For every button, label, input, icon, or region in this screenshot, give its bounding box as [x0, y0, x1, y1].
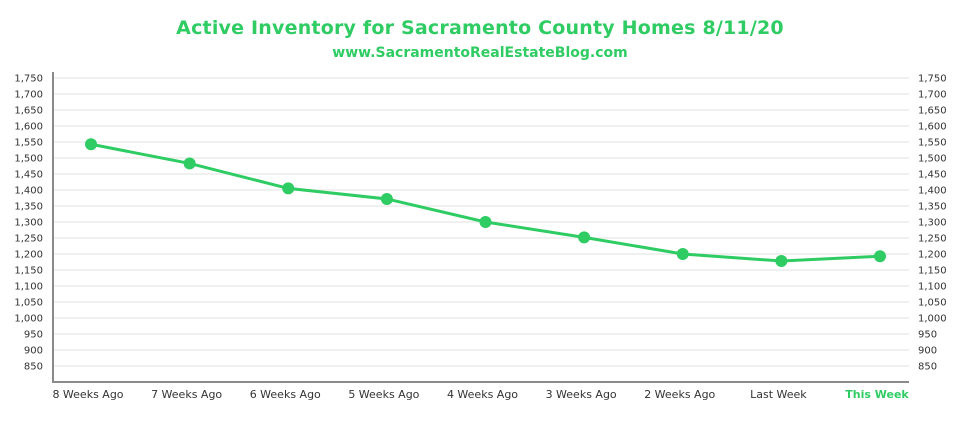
y-tick-label-right: 1,400: [918, 186, 947, 197]
data-point: [676, 248, 689, 260]
chart-subtitle: www.SacramentoRealEstateBlog.com: [332, 45, 628, 61]
y-tick-label-right: 1,150: [918, 266, 947, 277]
y-tick-label-left: 1,700: [14, 90, 43, 101]
data-point: [874, 250, 886, 263]
y-tick-label-left: 1,600: [14, 122, 43, 133]
y-axis-left: 850 900 950 1,000 1,050 1,100 1,150 1,200 1,250 1…: [14, 74, 43, 373]
y-tick-label-left: 1,550: [14, 138, 43, 149]
y-tick-label-right: 1,750: [918, 74, 947, 85]
y-tick-label-left: 1,400: [14, 186, 43, 197]
x-tick-label: This Week: [845, 388, 909, 401]
y-tick-label-left: 850: [24, 362, 43, 373]
y-tick-label-left: 1,150: [14, 266, 43, 277]
y-tick-label-right: 1,050: [918, 298, 947, 309]
y-tick-label-right: 1,200: [918, 250, 947, 261]
y-tick-label-right: 1,350: [918, 202, 947, 213]
y-tick-label-right: 1,000: [918, 314, 947, 325]
data-point: [85, 138, 97, 151]
y-tick-label-left: 1,100: [14, 282, 43, 293]
y-axis-right: 850 900 950 1,000 1,050 1,100 1,150 1,200 1,250 1…: [918, 74, 947, 373]
x-tick-label: 3 Weeks Ago: [546, 388, 617, 401]
y-tick-label-left: 1,200: [14, 250, 43, 261]
y-tick-label-left: 1,300: [14, 218, 43, 229]
y-tick-label-right: 950: [918, 330, 937, 341]
y-tick-label-right: 1,100: [918, 282, 947, 293]
y-tick-label-left: 1,750: [14, 74, 43, 85]
data-point: [282, 182, 295, 195]
y-tick-label-right: 1,700: [918, 90, 947, 101]
x-tick-label: 5 Weeks Ago: [348, 388, 419, 401]
data-point: [183, 157, 196, 170]
x-tick-label: 6 Weeks Ago: [250, 388, 321, 401]
y-tick-label-left: 1,250: [14, 234, 43, 245]
x-tick-label: 8 Weeks Ago: [52, 388, 123, 401]
x-tick-label: Last Week: [750, 388, 807, 401]
series-active-inventory: [85, 138, 886, 268]
y-tick-label-right: 1,300: [918, 218, 947, 229]
y-tick-label-right: 850: [918, 362, 937, 373]
y-tick-label-left: 1,450: [14, 170, 43, 181]
x-tick-label: 2 Weeks Ago: [644, 388, 715, 401]
data-point: [775, 255, 788, 268]
y-tick-label-right: 1,500: [918, 154, 947, 165]
y-tick-label-right: 1,450: [918, 170, 947, 181]
y-tick-label-left: 900: [24, 346, 43, 357]
y-tick-label-right: 1,650: [918, 106, 947, 117]
y-tick-label-left: 950: [24, 330, 43, 341]
y-tick-label-left: 1,500: [14, 154, 43, 165]
y-tick-label-left: 1,650: [14, 106, 43, 117]
x-tick-label: 4 Weeks Ago: [447, 388, 518, 401]
y-tick-label-left: 1,350: [14, 202, 43, 213]
y-tick-label-right: 900: [918, 346, 937, 357]
x-tick-label: 7 Weeks Ago: [151, 388, 222, 401]
data-point: [578, 231, 591, 244]
data-point: [479, 216, 492, 228]
y-tick-label-left: 1,000: [14, 314, 43, 325]
y-tick-label-right: 1,250: [918, 234, 947, 245]
data-point: [380, 192, 393, 205]
y-tick-label-right: 1,550: [918, 138, 947, 149]
y-tick-label-right: 1,600: [918, 122, 947, 133]
x-axis-labels: 8 Weeks Ago 7 Weeks Ago 6 Weeks Ago 5 Weeks…: [52, 388, 909, 401]
series-line: [90, 142, 881, 263]
chart-title: Active Inventory for Sacramento County H…: [176, 17, 784, 39]
y-tick-label-left: 1,050: [14, 298, 43, 309]
